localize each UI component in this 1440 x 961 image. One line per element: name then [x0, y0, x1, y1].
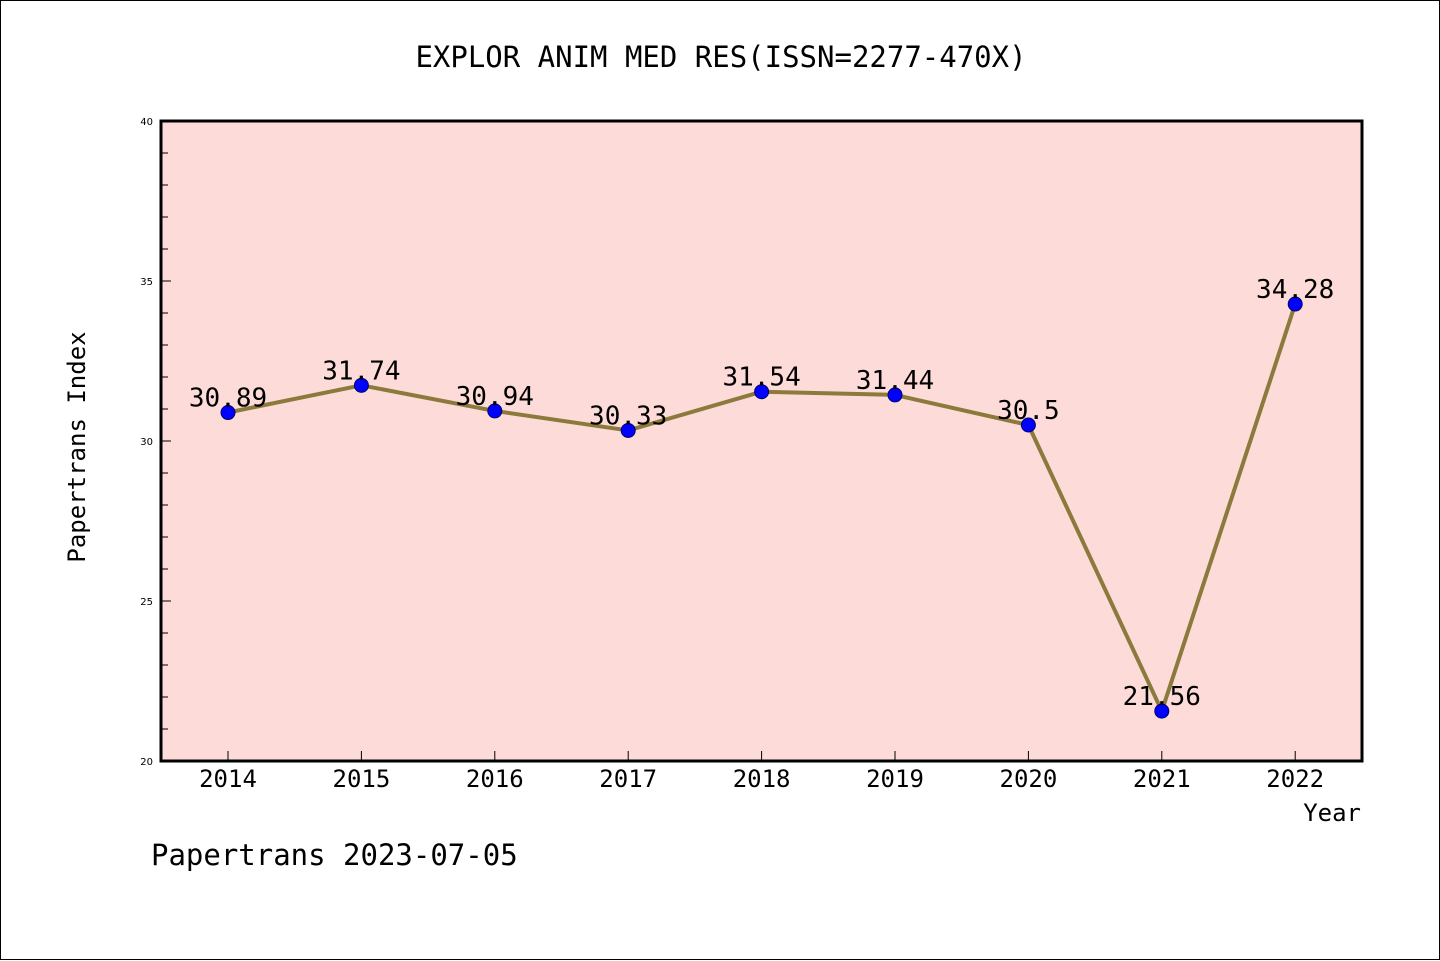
y-tick-label: 40	[140, 117, 153, 128]
plot-border	[159, 119, 1364, 763]
chart-title: EXPLOR ANIM MED RES(ISSN=2277-470X)	[415, 40, 1026, 74]
data-point	[620, 422, 636, 438]
x-tick-label: 2015	[333, 765, 391, 793]
plot-area	[161, 121, 1362, 761]
footer-credit: Papertrans 2023-07-05	[151, 838, 518, 872]
series-markers	[220, 296, 1303, 719]
data-label: 34.28	[1256, 275, 1334, 305]
data-label: 31.44	[856, 366, 934, 396]
data-labels: 30.89 31.74 30.94 30.33 31.54 31.44 30.5 21.56 3…	[189, 275, 1334, 712]
data-point	[1154, 703, 1170, 719]
y-tick-label: 35	[140, 277, 153, 288]
data-label: 30.94	[456, 382, 534, 412]
data-point	[487, 403, 503, 419]
y-tick-label: 25	[140, 597, 153, 608]
data-point	[220, 405, 236, 421]
x-axis: 2014 2015 2016 2017 2018 2019 2020 2021 2022	[199, 751, 1324, 793]
y-tick-label: 20	[140, 757, 153, 768]
y-tick-label: 30	[140, 437, 153, 448]
data-label: 30.89	[189, 384, 267, 414]
x-tick-label: 2022	[1266, 765, 1324, 793]
data-label: 31.54	[722, 363, 800, 393]
y-axis-label: Papertrans Index	[63, 331, 91, 562]
data-label: 21.56	[1123, 682, 1201, 712]
x-tick-label: 2014	[199, 765, 257, 793]
x-tick-label: 2016	[466, 765, 524, 793]
x-axis-label: Year	[1303, 799, 1361, 827]
x-tick-label: 2019	[866, 765, 924, 793]
data-label: 30.5	[997, 396, 1060, 426]
data-point	[887, 387, 903, 403]
x-tick-label: 2018	[733, 765, 791, 793]
data-point	[353, 377, 369, 393]
data-point	[1287, 296, 1303, 312]
x-tick-label: 2017	[599, 765, 657, 793]
data-point	[754, 384, 770, 400]
data-point	[1020, 417, 1036, 433]
data-label: 30.33	[589, 401, 667, 431]
data-label: 31.74	[322, 356, 400, 386]
x-tick-label: 2020	[1000, 765, 1058, 793]
x-tick-label: 2021	[1133, 765, 1191, 793]
